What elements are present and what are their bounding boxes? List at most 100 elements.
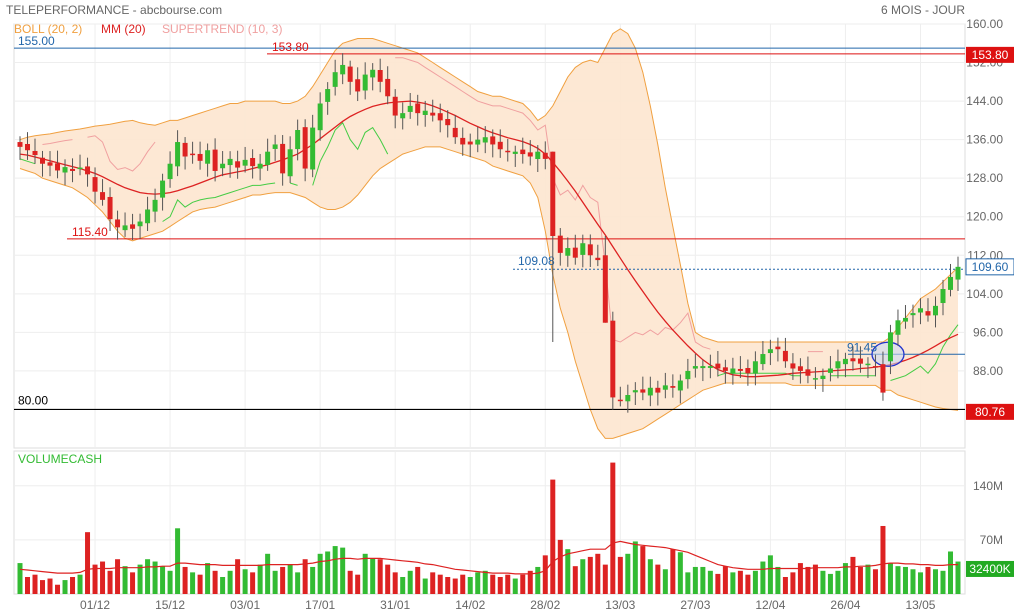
candle-body [70, 168, 76, 171]
volume-bar [137, 564, 143, 594]
volume-bar [827, 573, 833, 594]
volume-bar [325, 551, 331, 594]
volume-bar [347, 570, 353, 594]
time-tick-label: 13/03 [605, 598, 635, 612]
volume-bar [542, 555, 548, 594]
volume-bar [160, 566, 166, 594]
candle-body [482, 137, 488, 143]
candle-body [362, 74, 368, 91]
candle-body [700, 366, 706, 369]
volume-bar [55, 584, 61, 594]
volume-bar [760, 561, 766, 594]
volume-tick-label: 70M [980, 533, 1003, 547]
candle-body [467, 141, 473, 145]
volume-bar [580, 559, 586, 594]
price-tick-label: 160.00 [966, 17, 1003, 31]
period-label[interactable]: 6 MOIS - JOUR [881, 3, 965, 17]
volume-bar [400, 576, 406, 594]
volume-bar [340, 547, 346, 594]
badge-volume-bg [966, 560, 1014, 577]
candle-body [250, 157, 256, 167]
time-tick-label: 03/01 [230, 598, 260, 612]
volume-bar [460, 574, 466, 594]
candle-body [167, 163, 173, 180]
candle-body [385, 78, 391, 97]
volume-frame [13, 450, 966, 595]
candle-body [85, 166, 91, 175]
candle-body [692, 366, 698, 369]
volume-title[interactable]: VOLUMECASH [18, 452, 102, 466]
volume-bar [610, 462, 616, 594]
candle-body [205, 150, 211, 164]
level-label-155: 155.00 [18, 34, 55, 48]
volume-bar [700, 566, 706, 594]
candle-body [640, 389, 646, 393]
volume-bar [835, 570, 841, 594]
time-tick-label: 26/04 [830, 598, 860, 612]
candle-body [752, 361, 758, 374]
volume-bar [850, 556, 856, 594]
volume-bar [820, 570, 826, 594]
candle-body [302, 127, 308, 169]
candle-body [902, 317, 908, 322]
volume-bar [775, 566, 781, 594]
candle-body [122, 225, 128, 231]
price-tick-label: 144.00 [966, 94, 1003, 108]
volume-tick-label: 140M [973, 479, 1003, 493]
volume-bar [167, 570, 173, 594]
candle-body [40, 157, 46, 164]
volume-bar [805, 566, 811, 594]
candle-body [422, 110, 428, 115]
legend-mm[interactable]: MM (20) [101, 22, 146, 36]
candle-body [760, 354, 766, 365]
candle-body [580, 243, 586, 255]
volume-bar [317, 553, 323, 594]
candle-body [347, 66, 353, 82]
volume-bar [857, 566, 863, 594]
candle-body [790, 363, 796, 369]
legend-supertrend[interactable]: SUPERTREND (10, 3) [162, 22, 282, 36]
volume-bar [475, 572, 481, 594]
volume-bar [790, 572, 796, 594]
candle-body [685, 370, 691, 380]
volume-panel: 01/12 15/12 03/01 17/01 31/01 14/02 28/02 13/03… [13, 450, 1014, 612]
candle-body [160, 180, 166, 198]
candle-body [745, 368, 751, 374]
time-tick-label: 27/03 [680, 598, 710, 612]
price-tick-label: 120.00 [966, 210, 1003, 224]
candle-body [152, 199, 158, 212]
candle-body [910, 313, 916, 316]
volume-bar [887, 563, 893, 594]
candle-body [655, 387, 661, 393]
volume-bar [302, 559, 308, 594]
time-tick-label: 13/05 [905, 598, 935, 612]
candle-body [587, 244, 593, 256]
candle-body [617, 399, 623, 402]
candle-body [77, 167, 83, 170]
candle-body [557, 235, 563, 253]
volume-bar [880, 525, 886, 594]
candle-body [715, 363, 721, 369]
bollinger-band-fill [20, 28, 958, 439]
candle-body [370, 69, 376, 78]
candle-body [62, 167, 68, 173]
candle-body [782, 350, 788, 362]
candle-body [730, 368, 736, 374]
volume-bar [895, 566, 901, 594]
candle-body [32, 150, 38, 156]
price-tick-label: 96.00 [973, 325, 1003, 339]
volume-bar [640, 546, 646, 594]
legend-boll[interactable]: BOLL (20, 2) [14, 22, 82, 36]
badge-volume: 32400K [969, 562, 1010, 576]
candle-body [257, 163, 263, 169]
candle-body [392, 96, 398, 116]
candle-body [115, 219, 121, 228]
volume-bar [235, 559, 241, 594]
volume-bar [437, 574, 443, 594]
volume-bar [910, 569, 916, 594]
candle-body [542, 152, 548, 159]
volume-bar [527, 570, 533, 594]
candle-body [520, 149, 526, 155]
level-label-115-40: 115.40 [72, 225, 108, 239]
